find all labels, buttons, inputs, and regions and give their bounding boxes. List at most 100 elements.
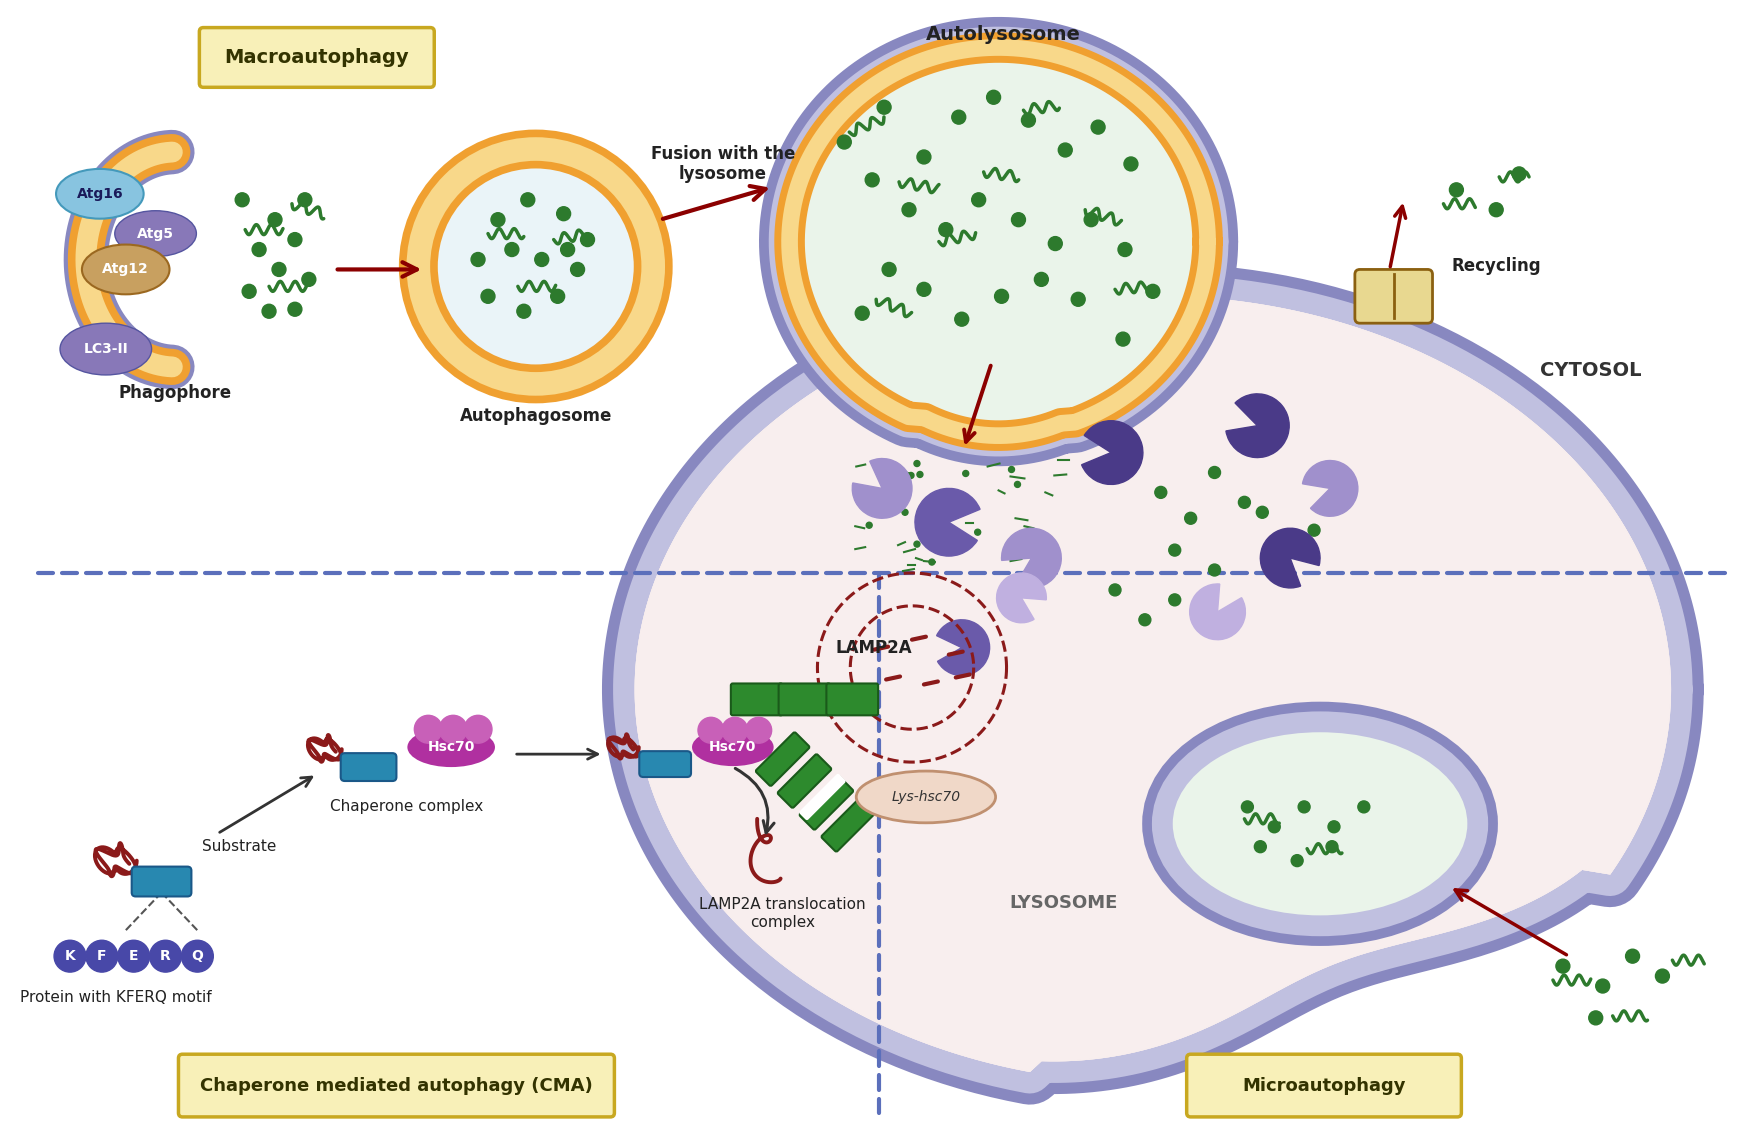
Circle shape [551,289,565,304]
FancyBboxPatch shape [826,683,878,715]
Circle shape [914,541,920,547]
FancyBboxPatch shape [732,683,782,715]
Circle shape [570,262,584,276]
FancyBboxPatch shape [779,683,830,715]
Circle shape [1292,855,1304,866]
Circle shape [1139,614,1152,626]
Circle shape [1048,236,1062,251]
Circle shape [1118,243,1132,257]
Circle shape [908,472,914,478]
Circle shape [1556,959,1570,973]
Polygon shape [635,297,1671,1072]
Wedge shape [852,458,912,518]
Circle shape [1596,979,1610,992]
Circle shape [471,252,485,267]
Wedge shape [1260,528,1320,588]
Circle shape [1489,203,1503,217]
Circle shape [1209,564,1220,576]
Circle shape [994,289,1008,304]
Circle shape [952,110,966,124]
Text: Fusion with the
lysosome: Fusion with the lysosome [651,144,794,183]
FancyBboxPatch shape [131,866,191,896]
FancyBboxPatch shape [178,1054,614,1117]
Circle shape [934,529,940,535]
Text: Autophagosome: Autophagosome [460,407,612,425]
Circle shape [1022,113,1036,127]
Circle shape [1155,486,1167,499]
FancyBboxPatch shape [756,732,808,786]
Circle shape [581,233,595,246]
FancyBboxPatch shape [777,754,831,808]
Circle shape [882,262,896,276]
Text: Recycling: Recycling [1451,258,1542,275]
Wedge shape [1302,461,1358,516]
Circle shape [1307,524,1320,536]
Text: Chaperone mediated autophagy (CMA): Chaperone mediated autophagy (CMA) [200,1076,593,1094]
Polygon shape [789,47,1208,435]
Text: Hsc70: Hsc70 [709,740,756,754]
FancyBboxPatch shape [1186,1054,1461,1117]
Ellipse shape [60,323,152,375]
Circle shape [917,282,931,297]
FancyBboxPatch shape [800,774,845,821]
Wedge shape [1001,528,1060,588]
Circle shape [1059,143,1073,157]
Wedge shape [1227,394,1290,457]
Text: Phagophore: Phagophore [119,384,233,402]
Circle shape [938,222,952,236]
Text: F: F [96,949,107,963]
Circle shape [963,471,970,477]
FancyBboxPatch shape [821,798,875,851]
Text: Lys-hsc70: Lys-hsc70 [891,790,961,804]
Circle shape [1092,120,1104,134]
Wedge shape [936,620,989,675]
Circle shape [1358,801,1370,813]
Text: Macroautophagy: Macroautophagy [224,48,410,66]
FancyBboxPatch shape [800,776,854,830]
Text: CYTOSOL: CYTOSOL [1540,361,1642,380]
Circle shape [560,243,574,257]
Circle shape [1124,157,1138,171]
Circle shape [289,303,303,316]
Circle shape [1169,594,1181,606]
Circle shape [430,162,640,371]
Polygon shape [635,297,1671,1072]
Circle shape [262,305,276,319]
Circle shape [877,100,891,115]
Text: Substrate: Substrate [203,839,276,854]
Circle shape [1209,466,1220,478]
Circle shape [464,715,492,744]
Circle shape [1034,273,1048,286]
Circle shape [268,213,282,227]
Circle shape [836,135,850,149]
Circle shape [1269,821,1281,833]
Text: Hsc70: Hsc70 [427,740,474,754]
Circle shape [864,173,878,187]
FancyBboxPatch shape [200,28,434,87]
Circle shape [1449,183,1463,197]
Circle shape [516,305,530,319]
Circle shape [901,509,908,516]
Circle shape [242,284,256,298]
Text: Atg16: Atg16 [77,187,123,201]
Text: Chaperone complex: Chaperone complex [329,800,483,815]
Circle shape [917,471,922,478]
Circle shape [1085,213,1097,227]
Circle shape [1071,292,1085,306]
Circle shape [1116,332,1130,346]
Circle shape [987,91,1001,104]
Circle shape [182,940,214,972]
Circle shape [1185,512,1197,524]
Ellipse shape [408,728,495,767]
Circle shape [856,306,870,320]
Ellipse shape [691,728,774,766]
Circle shape [1169,544,1181,556]
Ellipse shape [56,168,144,219]
Circle shape [1512,167,1526,181]
Circle shape [1256,507,1269,518]
Circle shape [917,150,931,164]
Polygon shape [635,297,1671,1072]
Text: LAMP2A: LAMP2A [836,638,912,657]
Circle shape [439,715,467,744]
Circle shape [536,252,550,267]
